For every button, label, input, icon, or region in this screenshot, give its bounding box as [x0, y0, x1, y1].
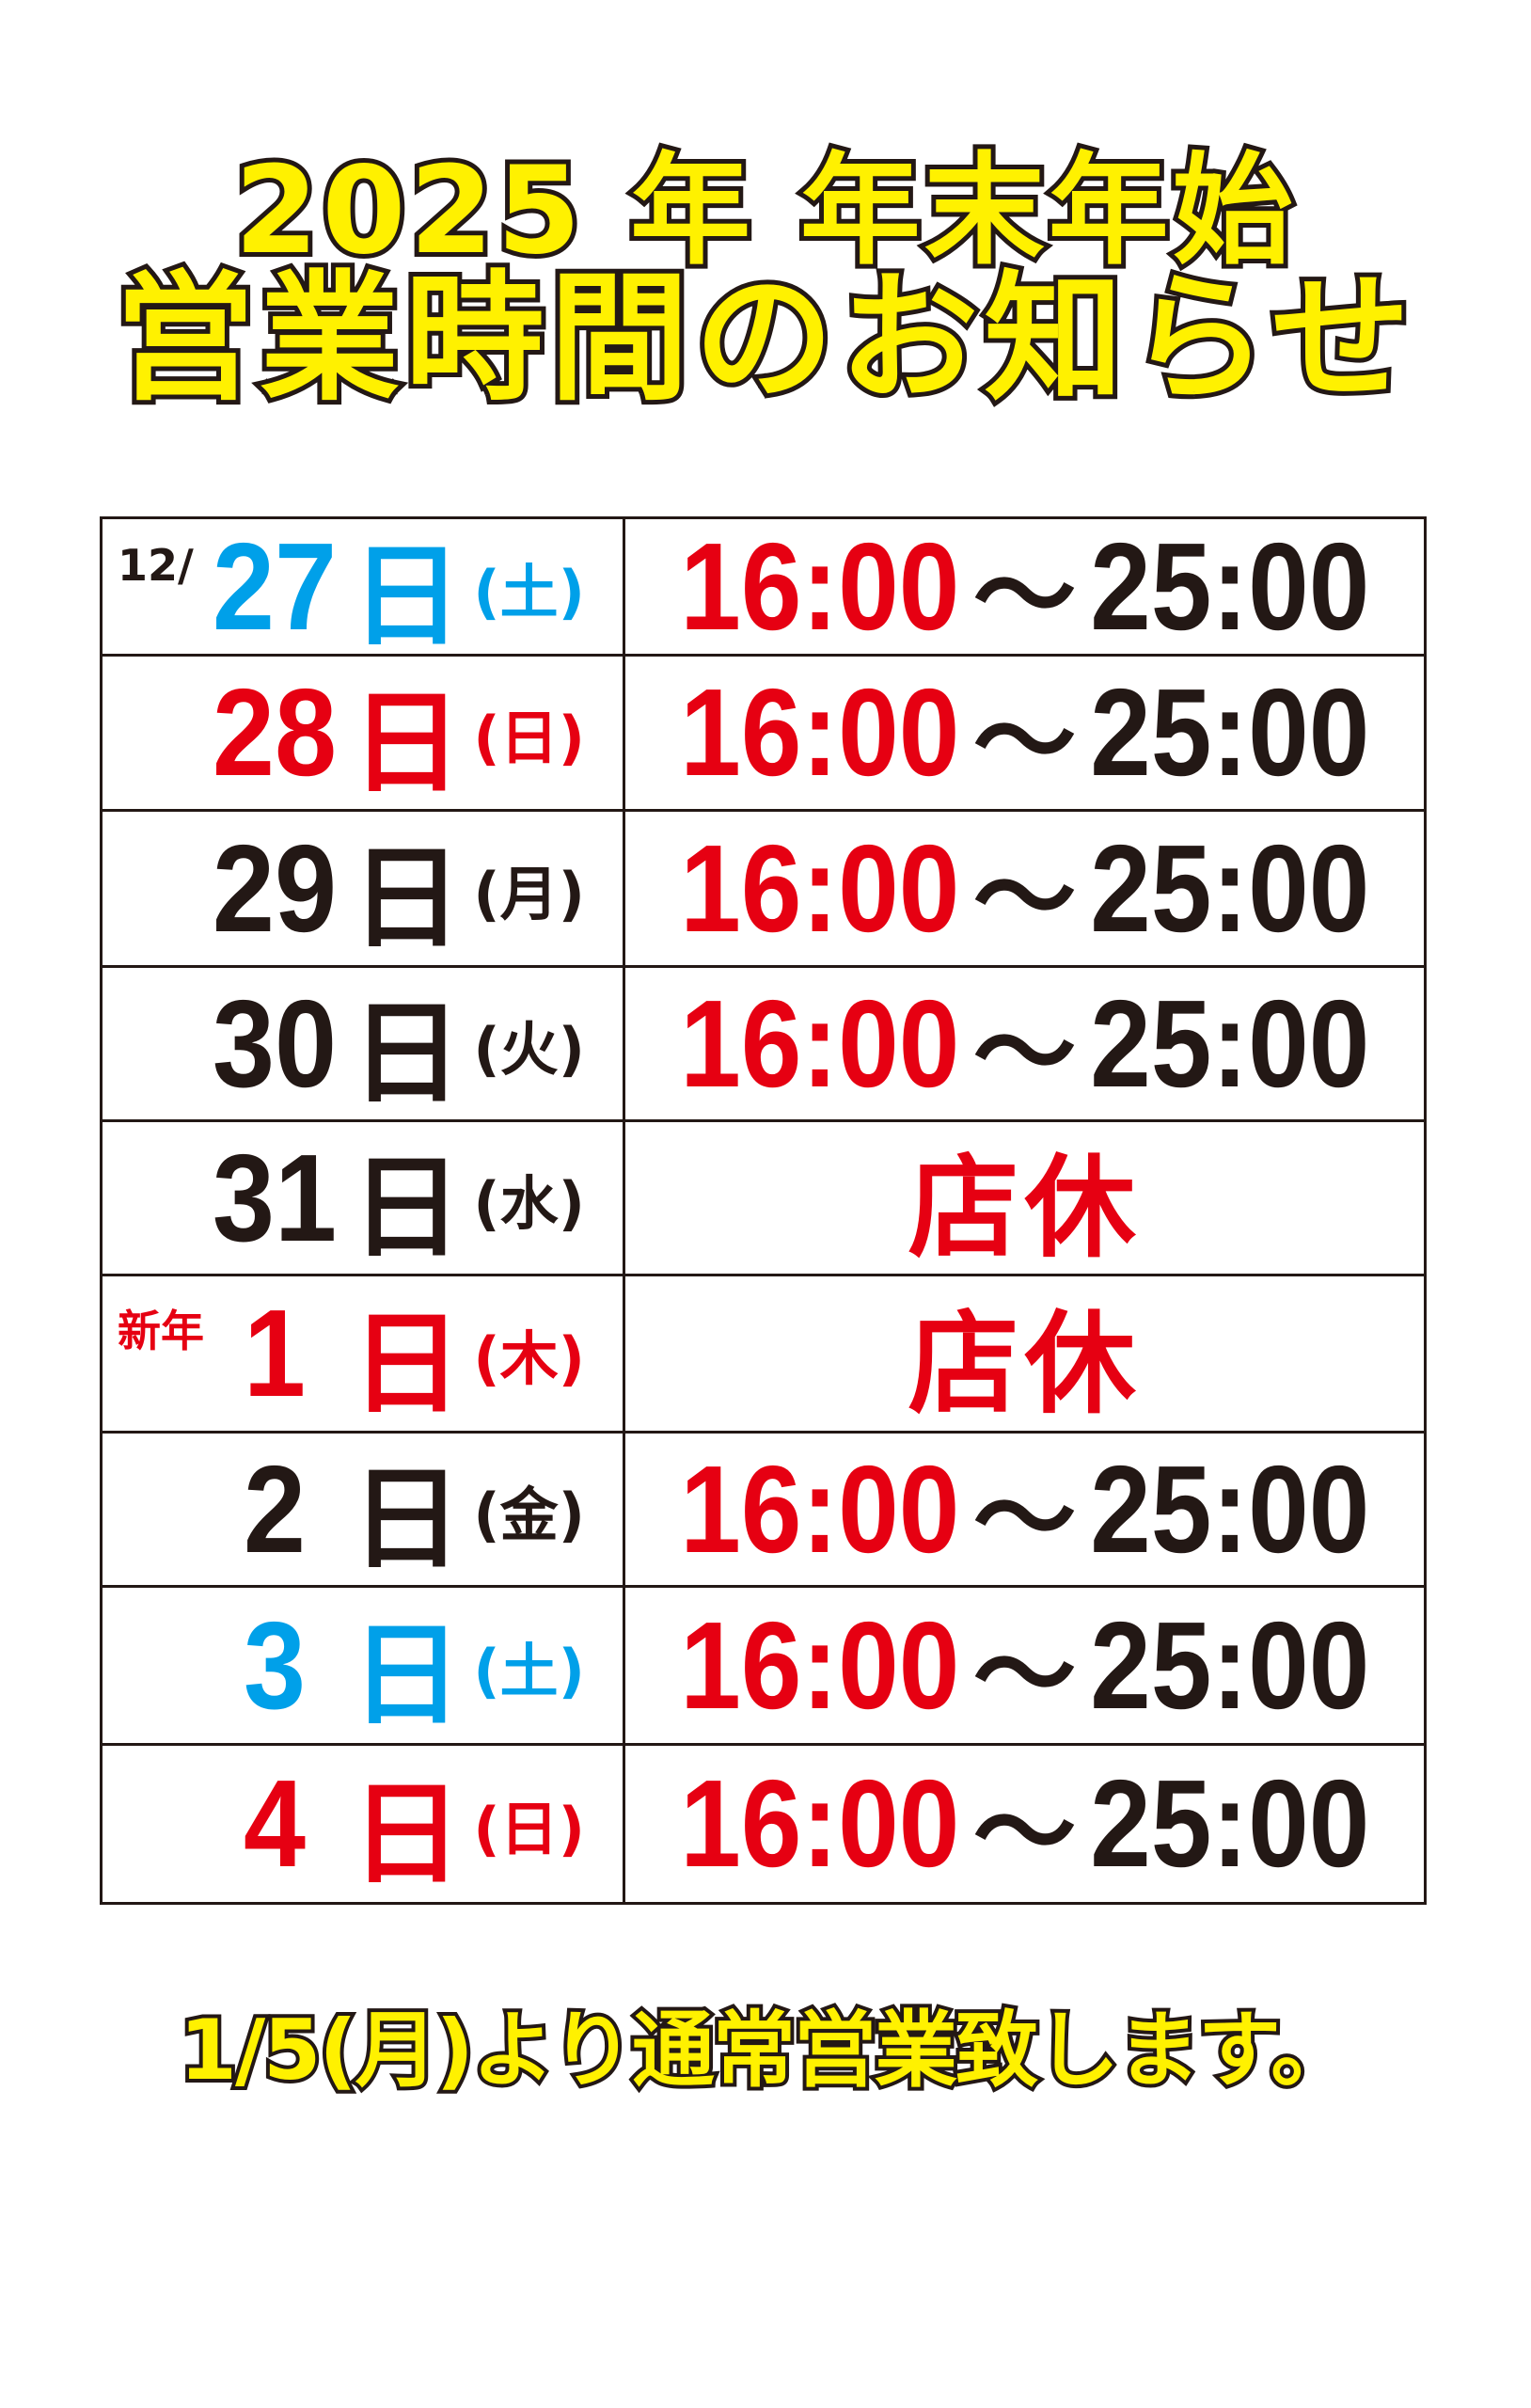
date-cell: 31 日 (水) — [103, 1122, 625, 1274]
date-cell: 2 日 (金) — [103, 1434, 625, 1585]
day-of-week: (木) — [473, 1324, 585, 1393]
date-prefix: 12/ — [118, 540, 194, 591]
close-time: 25:00 — [1089, 516, 1369, 656]
day-of-week: (日) — [473, 704, 585, 772]
time-separator: ～ — [972, 535, 1077, 657]
time-separator: ～ — [972, 682, 1077, 802]
schedule-row: 12/27 日 (土) 16:00 ～ 25:00 — [103, 516, 1424, 661]
schedule-row: 30 日 (火) 16:00 ～ 25:00 — [103, 968, 1424, 1122]
footer-notice: 1/5(月)より通常営業致します。 — [176, 2000, 1357, 2101]
open-time: 16:00 — [680, 516, 960, 656]
time-separator: ～ — [972, 837, 1077, 958]
day-of-week: (月) — [473, 859, 585, 928]
open-time: 16:00 — [680, 1439, 960, 1578]
day-of-week: (火) — [473, 1014, 585, 1084]
schedule-row: 新年 1 日 (木) 店休 — [103, 1276, 1424, 1434]
day-suffix: 日 — [351, 531, 463, 661]
schedule-row: 29 日 (月) 16:00 ～ 25:00 — [103, 812, 1424, 968]
close-time: 25:00 — [1089, 1754, 1369, 1893]
day-number: 29 — [213, 818, 338, 958]
day-of-week: (土) — [473, 1636, 585, 1705]
closed-label: 店休 — [908, 1298, 1142, 1429]
time-separator: ～ — [972, 992, 1077, 1114]
hours-cell: 店休 — [625, 1122, 1424, 1274]
day-of-week: (金) — [473, 1480, 585, 1549]
day-of-week: (土) — [473, 557, 585, 626]
date-cell: 30 日 (火) — [103, 968, 625, 1119]
open-time: 16:00 — [680, 1754, 960, 1893]
hours-cell: 16:00 ～ 25:00 — [625, 812, 1424, 965]
day-suffix: 日 — [351, 1298, 463, 1429]
day-suffix: 日 — [351, 1768, 463, 1899]
day-suffix: 日 — [351, 1454, 463, 1584]
day-of-week: (水) — [473, 1168, 585, 1238]
hours-cell: 16:00 ～ 25:00 — [625, 1746, 1424, 1902]
schedule-row: 31 日 (水) 店休 — [103, 1122, 1424, 1276]
hours-cell: 16:00 ～ 25:00 — [625, 516, 1424, 657]
day-number: 1 — [244, 1284, 307, 1422]
day-suffix: 日 — [351, 677, 463, 808]
day-suffix: 日 — [351, 989, 463, 1118]
date-cell: 新年 1 日 (木) — [103, 1276, 625, 1431]
day-number: 27 — [213, 516, 338, 656]
day-number: 30 — [213, 974, 338, 1113]
closed-label: 店休 — [908, 1143, 1142, 1273]
open-time: 16:00 — [680, 818, 960, 958]
hours-cell: 16:00 ～ 25:00 — [625, 968, 1424, 1119]
day-suffix: 日 — [351, 1143, 463, 1273]
close-time: 25:00 — [1089, 818, 1369, 958]
day-number: 28 — [213, 663, 338, 801]
title-line-2: 営業時間のお知らせ — [110, 258, 1416, 420]
open-time: 16:00 — [680, 663, 960, 801]
day-of-week: (日) — [473, 1795, 585, 1863]
day-number: 3 — [244, 1595, 307, 1735]
day-suffix: 日 — [351, 1610, 463, 1740]
day-number: 31 — [213, 1128, 338, 1267]
close-time: 25:00 — [1089, 974, 1369, 1113]
hours-cell: 16:00 ～ 25:00 — [625, 657, 1424, 809]
date-cell: 3 日 (土) — [103, 1588, 625, 1743]
open-time: 16:00 — [680, 974, 960, 1113]
title-line-1: 2025 年 年末年始 — [229, 141, 1297, 281]
schedule-table: 12/27 日 (土) 16:00 ～ 25:00 28 日 (日) 16:00 ～ 25:00 29 日… — [100, 516, 1427, 1905]
date-prefix: 新年 — [118, 1306, 204, 1356]
day-number: 4 — [244, 1754, 307, 1893]
close-time: 25:00 — [1089, 1595, 1369, 1735]
close-time: 25:00 — [1089, 1439, 1369, 1578]
day-number: 2 — [244, 1439, 307, 1578]
day-suffix: 日 — [351, 833, 463, 963]
schedule-row: 4 日 (日) 16:00 ～ 25:00 — [103, 1746, 1424, 1902]
schedule-row: 28 日 (日) 16:00 ～ 25:00 — [103, 657, 1424, 812]
hours-cell: 店休 — [625, 1276, 1424, 1431]
hours-cell: 16:00 ～ 25:00 — [625, 1588, 1424, 1743]
date-cell: 4 日 (日) — [103, 1746, 625, 1902]
close-time: 25:00 — [1089, 663, 1369, 801]
schedule-row: 2 日 (金) 16:00 ～ 25:00 — [103, 1434, 1424, 1588]
open-time: 16:00 — [680, 1595, 960, 1735]
time-separator: ～ — [972, 1773, 1077, 1893]
date-cell: 29 日 (月) — [103, 812, 625, 965]
date-cell: 12/27 日 (土) — [103, 516, 625, 661]
date-cell: 28 日 (日) — [103, 657, 625, 809]
schedule-row: 3 日 (土) 16:00 ～ 25:00 — [103, 1588, 1424, 1746]
hours-cell: 16:00 ～ 25:00 — [625, 1434, 1424, 1585]
time-separator: ～ — [972, 1614, 1077, 1735]
time-separator: ～ — [972, 1458, 1077, 1579]
